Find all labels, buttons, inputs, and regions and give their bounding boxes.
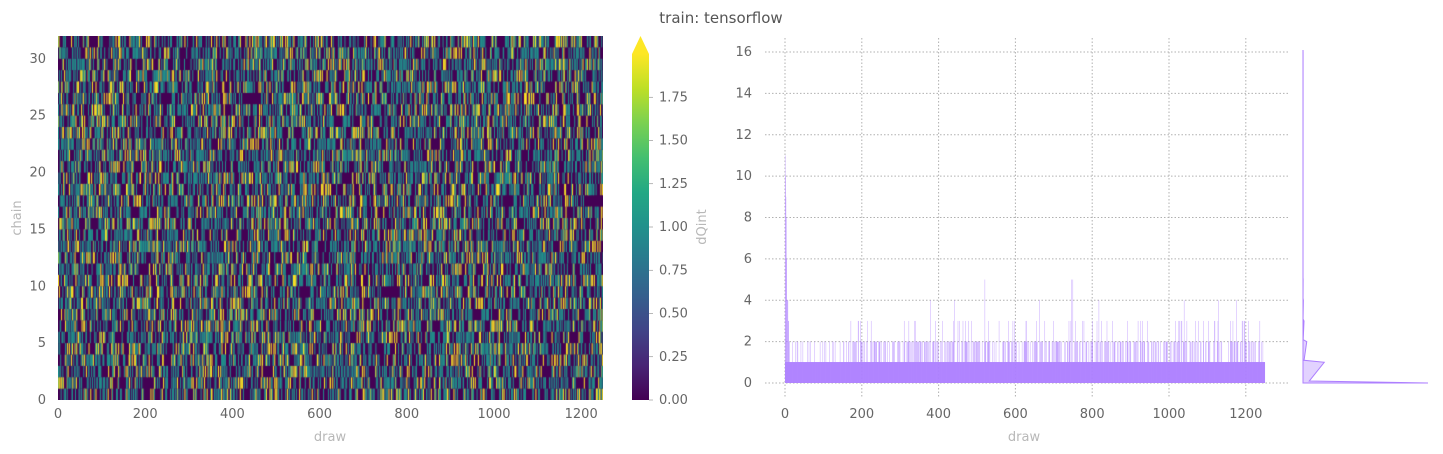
heatmap-x-tick-label: 600: [307, 407, 332, 422]
colorbar-tick-label: 1.25: [659, 177, 688, 192]
colorbar-tick-label: 1.50: [659, 134, 688, 149]
colorbar-tick-label: 0.25: [659, 350, 688, 365]
heatmap-image: [58, 36, 603, 400]
marginal-histogram: [1302, 49, 1429, 384]
trace-y-tick-label: 10: [735, 169, 752, 184]
trace-y-tick-label: 4: [744, 293, 752, 308]
trace-x-tick-label: 0: [781, 407, 789, 422]
colorbar-tick-label: 1.00: [659, 220, 688, 235]
trace-y-tick-label: 16: [735, 45, 752, 60]
heatmap-x-tick-label: 0: [54, 407, 62, 422]
heatmap-x-label: draw: [314, 430, 347, 445]
trace-x-ticks: 0 200 400 600 800 1000 1200: [781, 407, 1262, 422]
colorbar: 0.00 0.25 0.50 0.75 1.00 1.25 1.50 1.75 dQint: [632, 36, 710, 408]
colorbar-gradient: [632, 54, 649, 400]
trace-y-tick-label: 14: [735, 86, 752, 101]
trace-x-tick-label: 200: [849, 407, 874, 422]
heatmap-y-tick-label: 30: [29, 52, 46, 67]
colorbar-extend-triangle: [632, 36, 649, 54]
trace-x-tick-label: 1000: [1152, 407, 1185, 422]
heatmap-y-tick-label: 0: [38, 393, 46, 408]
trace-x-tick-label: 600: [1003, 407, 1028, 422]
trace-x-label: draw: [1008, 430, 1041, 445]
heatmap-y-label: chain: [10, 200, 25, 235]
heatmap-x-tick-label: 1200: [565, 407, 598, 422]
heatmap-x-ticks: 0 200 400 600 800 1000 1200: [54, 407, 598, 422]
colorbar-tick-label: 0.00: [659, 393, 688, 408]
colorbar-tick-label: 0.50: [659, 307, 688, 322]
trace-y-tick-label: 12: [735, 128, 752, 143]
trace-series: [784, 155, 1266, 383]
heatmap-y-tick-label: 5: [38, 336, 46, 351]
heatmap-x-tick-label: 800: [394, 407, 419, 422]
trace-y-tick-label: 8: [744, 211, 752, 226]
colorbar-label: dQint: [695, 209, 710, 244]
trace-panel: 0 200 400 600 800 1000 1200 0 2 4 6 8 10 12 14 16 draw: [735, 38, 1290, 445]
heatmap-x-tick-label: 400: [220, 407, 245, 422]
heatmap-y-tick-label: 15: [29, 222, 46, 237]
trace-y-tick-label: 6: [744, 252, 752, 267]
colorbar-tick-label: 0.75: [659, 263, 688, 278]
trace-y-tick-label: 0: [744, 376, 752, 391]
marginal-density: [1302, 49, 1429, 384]
heatmap-y-ticks: 0 5 10 15 20 25 30: [29, 52, 46, 408]
heatmap-x-tick-label: 200: [133, 407, 158, 422]
heatmap-y-tick-label: 10: [29, 279, 46, 294]
trace-y-tick-label: 2: [744, 335, 752, 350]
trace-bulk-band: [785, 362, 1265, 383]
trace-y-ticks: 0 2 4 6 8 10 12 14 16: [735, 45, 752, 391]
colorbar-ticks: 0.00 0.25 0.50 0.75 1.00 1.25 1.50 1.75: [649, 90, 688, 408]
figure-title: train: tensorflow: [659, 9, 782, 27]
heatmap-x-tick-label: 1000: [477, 407, 510, 422]
heatmap-y-tick-label: 20: [29, 166, 46, 181]
trace-x-tick-label: 400: [926, 407, 951, 422]
trace-x-tick-label: 800: [1080, 407, 1105, 422]
colorbar-tick-label: 1.75: [659, 90, 688, 105]
heatmap-y-tick-label: 25: [29, 109, 46, 124]
trace-x-tick-label: 1200: [1229, 407, 1262, 422]
